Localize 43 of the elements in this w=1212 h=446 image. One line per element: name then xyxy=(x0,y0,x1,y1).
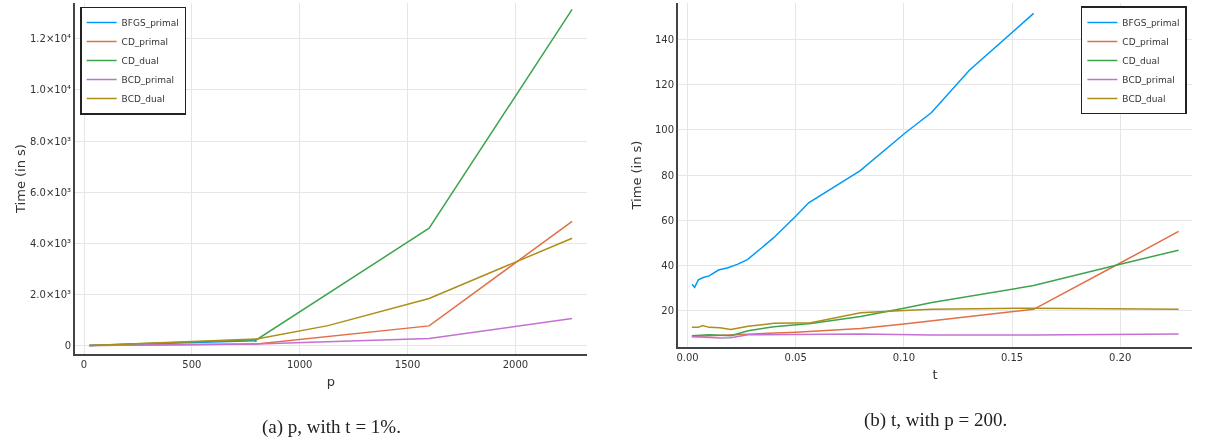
y-tick-label: 40 xyxy=(661,259,674,271)
x-tick-label: 0 xyxy=(80,359,88,370)
x-tick-label: 2000 xyxy=(502,359,529,370)
legend-label: CD_primal xyxy=(121,37,169,48)
y-axis-title: Time (in s) xyxy=(629,140,644,211)
x-axis-title: p xyxy=(326,374,336,390)
legend-label: CD_dual xyxy=(121,56,159,67)
y-tick-label: 140 xyxy=(654,34,674,46)
legend-label: BCD_primal xyxy=(121,75,175,86)
x-tick-label: 0.10 xyxy=(892,352,915,363)
line-series xyxy=(691,249,1180,337)
x-tick-label: 1000 xyxy=(287,359,313,370)
x-tick-label: 0.20 xyxy=(1109,352,1132,363)
y-tick-label: 120 xyxy=(654,79,674,91)
legend-label: CD_primal xyxy=(1122,36,1169,47)
y-tick-label: 1.2×10⁴ xyxy=(29,33,71,45)
legend-label: BCD_primal xyxy=(1122,74,1175,85)
y-tick-label: 60 xyxy=(661,214,674,226)
text: (b) t, with p = 200. xyxy=(864,409,1008,431)
x-tick-label: 500 xyxy=(182,359,202,370)
y-tick-label: 80 xyxy=(661,169,674,181)
y-tick-label: 8.0×10³ xyxy=(29,135,71,147)
x-axis-title: t xyxy=(932,367,938,383)
legend-label: BCD_dual xyxy=(1122,93,1166,104)
y-tick-label: 1.0×10⁴ xyxy=(29,84,71,96)
legend-label: BFGS_primal xyxy=(1122,17,1180,28)
x-tick-label: 0.05 xyxy=(784,352,807,363)
legend-label: BCD_dual xyxy=(121,94,165,105)
y-tick-label: 2.0×10³ xyxy=(29,288,71,300)
y-tick-label: 20 xyxy=(661,304,674,316)
legend-label: BFGS_primal xyxy=(121,18,179,29)
x-tick-label: 0.00 xyxy=(676,352,699,363)
line-series xyxy=(691,12,1035,289)
text: (a) p, with t = 1%. xyxy=(262,416,401,438)
x-tick-label: 1500 xyxy=(394,359,421,370)
legend-label: CD_dual xyxy=(1122,55,1160,66)
y-axis-title: Time (in s) xyxy=(12,144,28,214)
y-tick-label: 0 xyxy=(64,340,71,352)
y-tick-label: 100 xyxy=(654,124,674,136)
line-series xyxy=(691,307,1180,331)
y-tick-label: 4.0×10³ xyxy=(29,237,71,249)
x-tick-label: 0.15 xyxy=(1000,352,1024,363)
y-tick-label: 6.0×10³ xyxy=(29,186,71,198)
